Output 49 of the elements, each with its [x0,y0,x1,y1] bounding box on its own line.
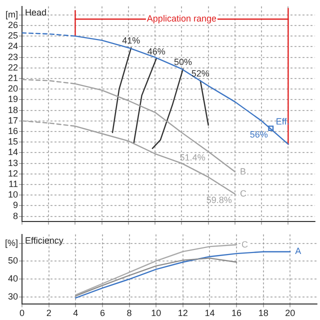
y-tick-label: 22 [8,62,18,72]
annotation: 41% [122,36,140,46]
y-tick-label: 11 [8,178,18,189]
y-tick-label: 24 [8,41,18,52]
annotation: 51.4% [180,152,206,163]
y-tick-label: 8 [12,210,18,221]
y-tick-label: 10 [8,190,18,200]
x-tick-label: 10 [151,308,162,318]
y-tick-label: 30 [8,292,18,302]
chart-title: Efficiency [25,235,64,246]
y-tick-label: 13 [8,158,18,168]
series-label: C [242,239,249,250]
x-tick-label: 0 [19,308,25,318]
y-tick-label: 23 [8,52,18,62]
annotation: 52% [191,68,210,79]
annotation: 46% [147,46,166,56]
x-tick-label: 14 [204,308,215,318]
y-tick-label: 21 [8,72,18,83]
series-label: A [295,246,302,256]
y-tick-label: 50 [8,256,18,266]
y-tick-label: [%] [4,238,18,248]
x-tick-label: 20 [285,308,296,318]
x-tick-label: 4 [73,308,78,318]
y-tick-label: 40 [8,274,18,284]
y-tick-label: 17 [8,115,18,126]
series-label: B [240,166,246,176]
y-tick-label: 12 [8,168,18,178]
y-tick-label: 16 [8,126,18,136]
series-label: C [240,188,247,199]
y-tick-label: 20 [8,84,18,94]
y-tick-label: 25 [8,30,18,41]
y-tick-label: 15 [8,136,18,147]
annotation: 50% [174,56,192,67]
y-tick-label: 19 [8,94,18,104]
y-tick-label: 26 [8,20,18,30]
x-tick-label: 12 [178,308,188,318]
annotation: 59.8% [206,195,232,206]
x-tick-label: 16 [232,308,242,318]
x-tick-label: 2 [46,308,52,318]
chart-title: Head [25,7,47,18]
annotation: Application range [146,14,216,24]
y-tick-label: 9 [12,200,18,210]
y-tick-label: [m] [6,9,18,20]
x-tick-label: 8 [126,308,132,318]
annotation: 56% [250,129,268,140]
y-tick-label: 18 [8,104,18,115]
y-tick-label: 14 [8,147,18,158]
x-tick-label: 18 [258,308,268,318]
x-tick-label: 6 [100,308,105,318]
